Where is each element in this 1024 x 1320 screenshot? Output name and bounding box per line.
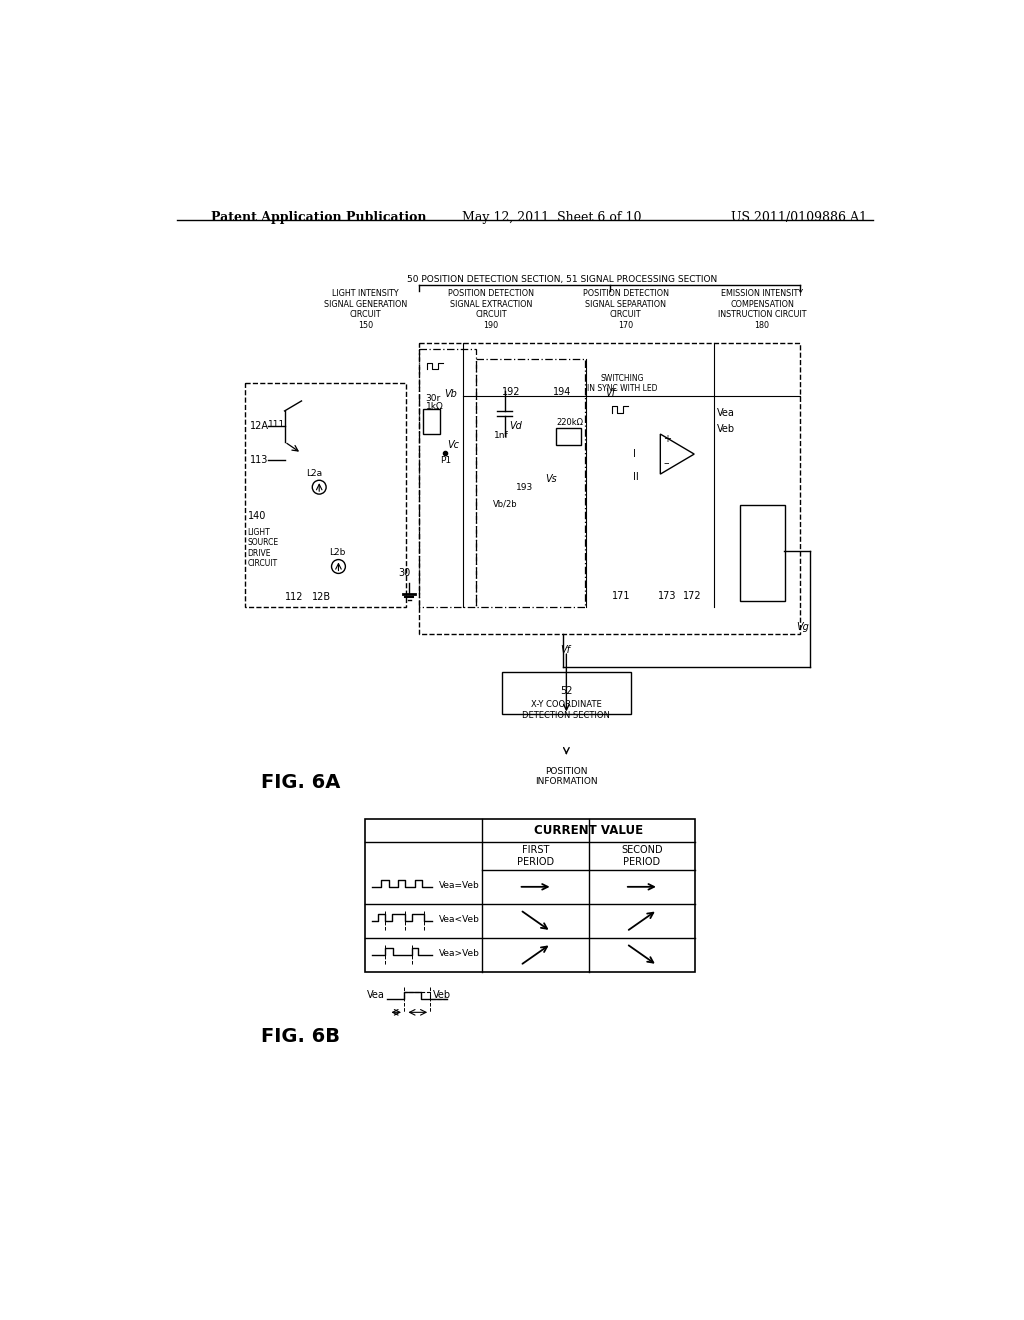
Text: Vea<Veb: Vea<Veb bbox=[438, 915, 479, 924]
Text: May 12, 2011  Sheet 6 of 10: May 12, 2011 Sheet 6 of 10 bbox=[462, 211, 641, 224]
Text: SECOND
PERIOD: SECOND PERIOD bbox=[621, 845, 663, 867]
Bar bbox=[366, 818, 695, 972]
Text: X-Y COORDINATE
DETECTION SECTION: X-Y COORDINATE DETECTION SECTION bbox=[522, 701, 610, 719]
Text: Vf: Vf bbox=[605, 388, 614, 397]
Text: 52: 52 bbox=[560, 686, 572, 697]
Text: POSITION
INFORMATION: POSITION INFORMATION bbox=[536, 767, 598, 787]
Text: 140: 140 bbox=[248, 511, 266, 521]
Text: 12A: 12A bbox=[250, 421, 269, 432]
Text: Vg: Vg bbox=[797, 622, 810, 632]
Text: I: I bbox=[633, 449, 636, 459]
Text: P1: P1 bbox=[440, 455, 452, 465]
Text: –: – bbox=[664, 458, 669, 469]
Text: POSITION DETECTION
SIGNAL EXTRACTION
CIRCUIT
190: POSITION DETECTION SIGNAL EXTRACTION CIR… bbox=[447, 289, 534, 330]
Text: 113: 113 bbox=[250, 455, 268, 465]
Text: 30r: 30r bbox=[425, 393, 440, 403]
Text: Vb: Vb bbox=[444, 389, 458, 399]
Text: POSITION DETECTION
SIGNAL SEPARATION
CIRCUIT
170: POSITION DETECTION SIGNAL SEPARATION CIR… bbox=[583, 289, 669, 330]
Text: 193: 193 bbox=[515, 483, 532, 491]
Text: Vs: Vs bbox=[545, 474, 557, 484]
Text: 1nf: 1nf bbox=[494, 430, 509, 440]
Text: 194: 194 bbox=[553, 387, 571, 397]
Text: L2a: L2a bbox=[306, 469, 323, 478]
Text: 192: 192 bbox=[502, 387, 520, 397]
Text: SWITCHING
IN SYNC WITH LED: SWITCHING IN SYNC WITH LED bbox=[587, 374, 657, 393]
Text: Vea>Veb: Vea>Veb bbox=[438, 949, 479, 957]
Bar bbox=[740, 506, 785, 601]
Text: 1kΩ: 1kΩ bbox=[425, 401, 443, 411]
Text: II: II bbox=[633, 473, 638, 482]
Text: Vc: Vc bbox=[447, 440, 459, 450]
Text: 50 POSITION DETECTION SECTION, 51 SIGNAL PROCESSING SECTION: 50 POSITION DETECTION SECTION, 51 SIGNAL… bbox=[407, 276, 717, 284]
Text: LIGHT
SOURCE
DRIVE
CIRCUIT: LIGHT SOURCE DRIVE CIRCUIT bbox=[248, 528, 279, 568]
Text: US 2011/0109886 A1: US 2011/0109886 A1 bbox=[731, 211, 867, 224]
Text: FIG. 6B: FIG. 6B bbox=[261, 1027, 340, 1047]
Text: 30: 30 bbox=[398, 568, 411, 578]
Text: 12B: 12B bbox=[311, 593, 331, 602]
Text: Vea: Vea bbox=[367, 990, 385, 1001]
Text: 112: 112 bbox=[285, 593, 303, 602]
Bar bbox=[556, 428, 581, 445]
Text: +: + bbox=[664, 434, 672, 444]
Text: Vea=Veb: Vea=Veb bbox=[438, 880, 479, 890]
Text: L2b: L2b bbox=[330, 548, 345, 557]
Text: 172: 172 bbox=[683, 591, 702, 601]
Text: Veb: Veb bbox=[717, 424, 735, 434]
Bar bbox=[423, 409, 440, 434]
Text: Veb: Veb bbox=[433, 990, 452, 1001]
Text: Patent Application Publication: Patent Application Publication bbox=[211, 211, 427, 224]
Text: 220kΩ: 220kΩ bbox=[556, 418, 584, 426]
Text: Vea: Vea bbox=[717, 408, 735, 418]
Text: Vd: Vd bbox=[509, 421, 522, 432]
Bar bbox=[502, 672, 631, 714]
Text: 111: 111 bbox=[268, 420, 286, 429]
Text: 173: 173 bbox=[658, 591, 677, 601]
Text: LIGHT INTENSITY
SIGNAL GENERATION
CIRCUIT
150: LIGHT INTENSITY SIGNAL GENERATION CIRCUI… bbox=[324, 289, 407, 330]
Text: EMISSION INTENSITY
COMPENSATION
INSTRUCTION CIRCUIT
180: EMISSION INTENSITY COMPENSATION INSTRUCT… bbox=[718, 289, 806, 330]
Text: Vf: Vf bbox=[560, 644, 570, 655]
Text: FIRST
PERIOD: FIRST PERIOD bbox=[517, 845, 554, 867]
Text: 171: 171 bbox=[611, 591, 631, 601]
Text: CURRENT VALUE: CURRENT VALUE bbox=[535, 824, 643, 837]
Text: Vb/2b: Vb/2b bbox=[493, 499, 517, 508]
Text: FIG. 6A: FIG. 6A bbox=[261, 774, 341, 792]
